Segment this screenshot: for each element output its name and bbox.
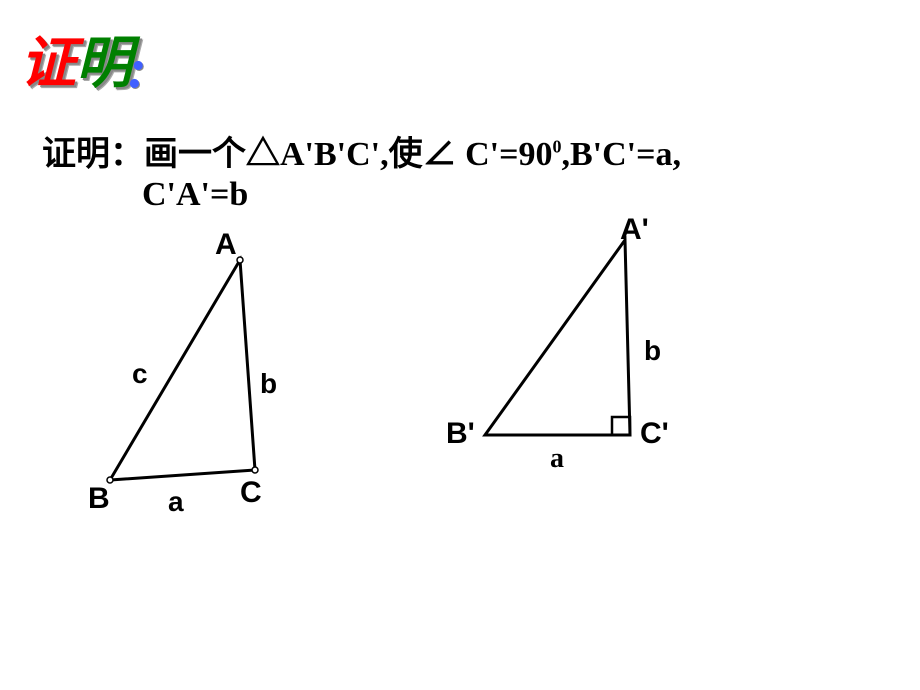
label-b-vertex: B [88,482,110,516]
proof-line1-pre: 证明：画一个△A'B'C',使∠ C'=90 [42,136,553,173]
triangle-abc-svg [100,250,360,530]
vertex-a-dot [237,257,243,263]
label-cprime-vertex: C' [640,417,669,451]
label-c-vertex: C [240,476,262,510]
label-side-bprime: b [644,335,661,367]
proof-line1-post: ,B'C'=a, [562,136,682,173]
proof-line2: C'A'=b [142,176,248,213]
label-side-c: c [132,358,148,390]
label-side-a: a [168,486,184,518]
label-a-vertex: A [215,228,237,262]
title-char-1: 证 [20,33,76,95]
title-proof: 证明: [20,18,147,101]
proof-text-line-1: 证明：画一个△A'B'C',使∠ C'=900,B'C'=a, [42,126,681,175]
triangle-aprime-bprime-cprime: A' B' C' b a [470,235,730,495]
label-aprime-vertex: A' [620,213,649,247]
label-side-aprime: a [550,443,564,475]
right-angle-marker [612,417,630,435]
label-side-b: b [260,368,277,400]
triangle-abc: A B C c b a [100,250,360,530]
proof-line1-sup: 0 [553,137,562,157]
triangle-prime-svg [470,235,730,495]
label-bprime-vertex: B' [446,417,475,451]
proof-text-line-2: C'A'=b [142,176,248,214]
title-char-2: 明 [76,33,132,95]
title-colon: : [128,38,147,100]
vertex-c-dot [252,467,258,473]
triangle-prime-poly [485,240,630,435]
